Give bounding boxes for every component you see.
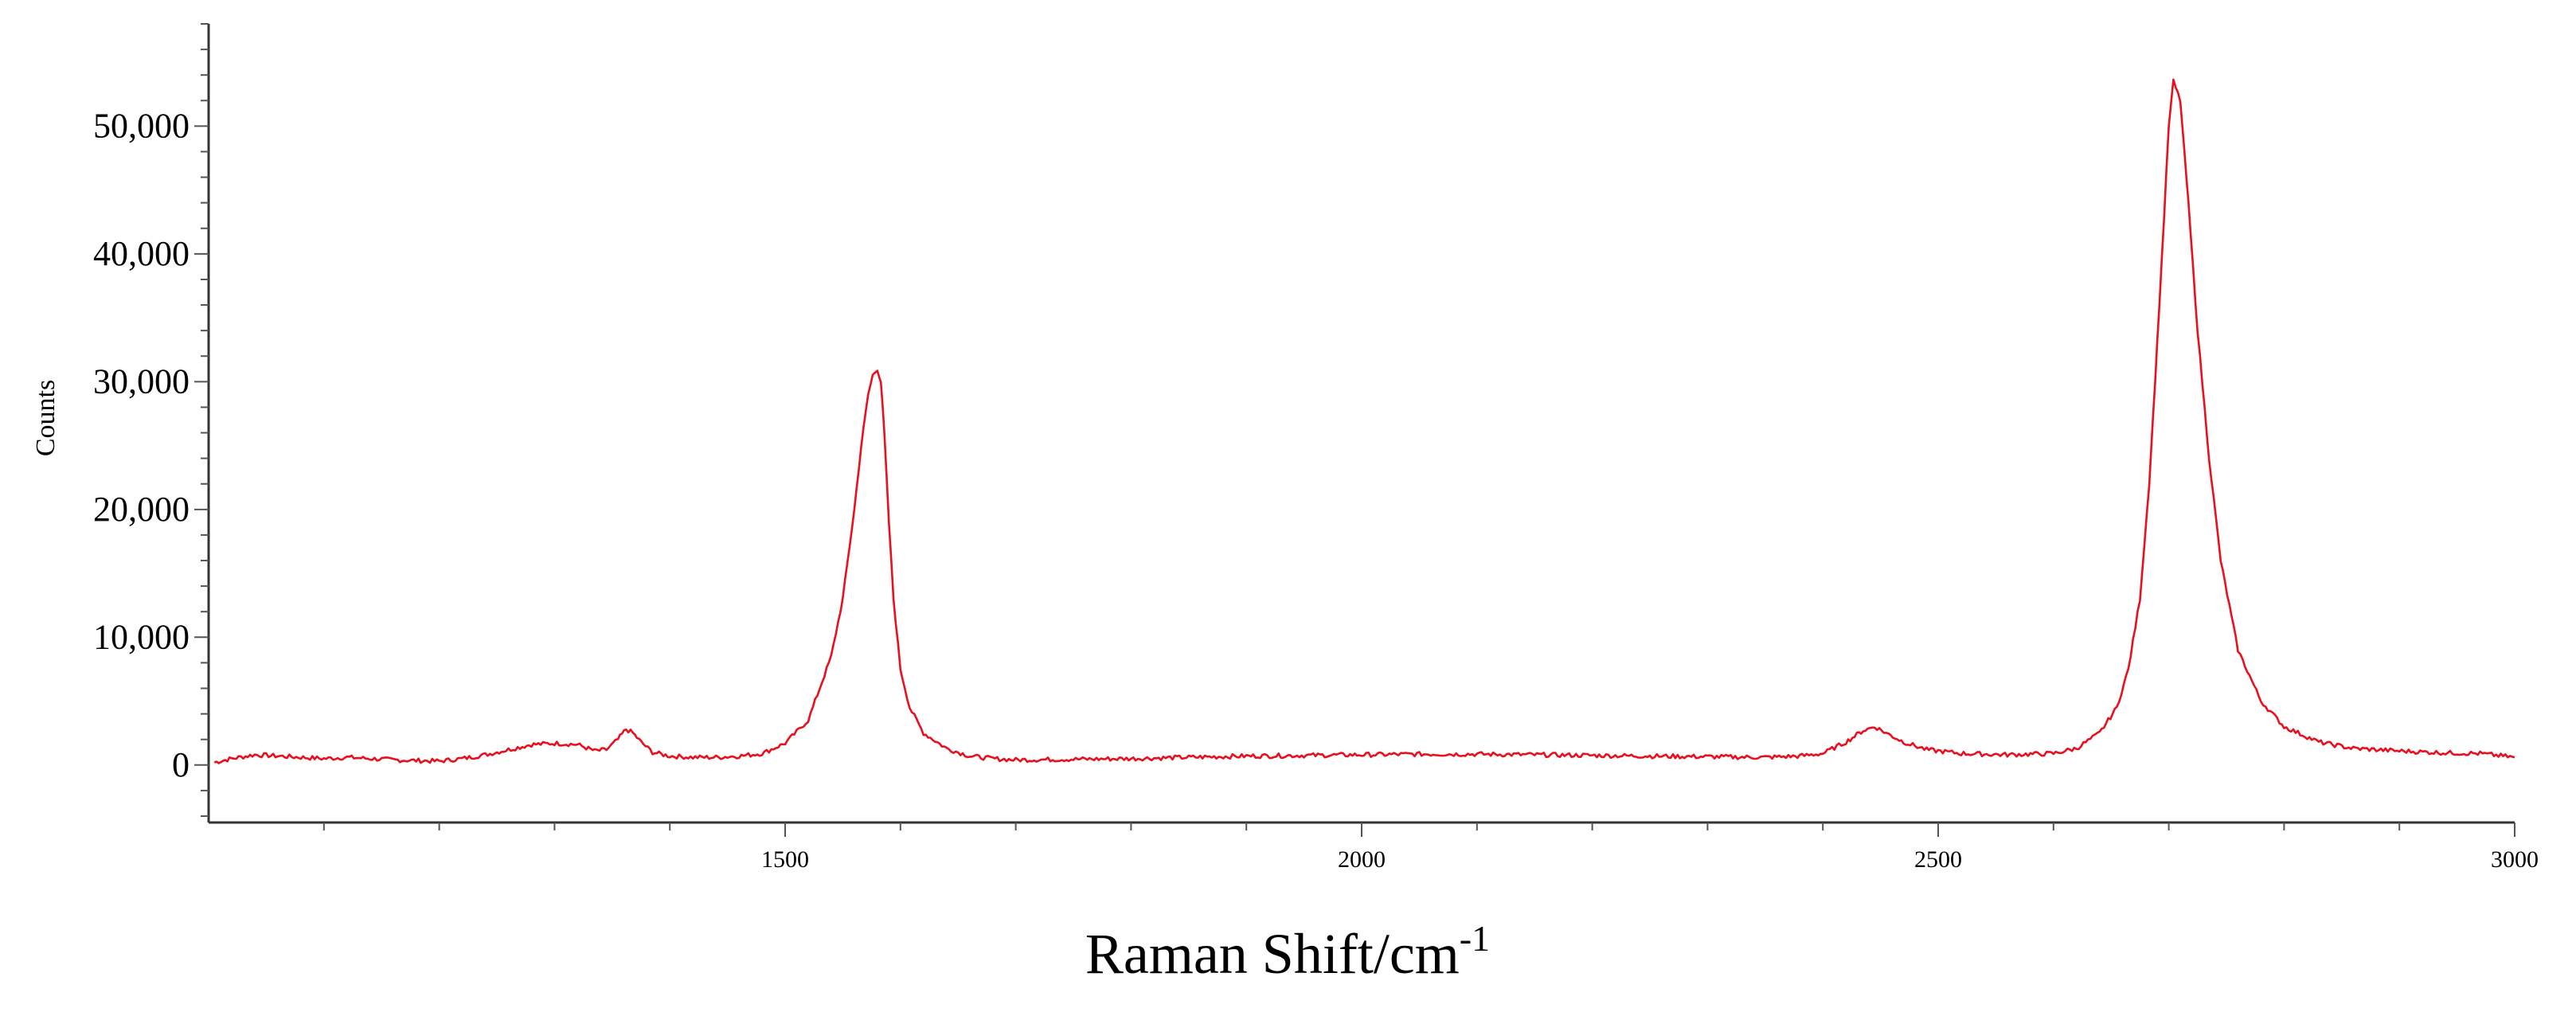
y-tick-label: 30,000 [93,361,190,401]
x-tick-label: 2500 [1914,846,1962,873]
tick-labels: 0 10,000 20,000 30,000 40,000 50,000 1500 2000 2… [93,106,2539,873]
y-tick-label: 50,000 [93,106,190,145]
y-tick-label: 40,000 [93,234,190,273]
x-axis-label-text: Raman Shift/cm [1085,922,1460,986]
x-axis-label: Raman Shift/cm-1 [1085,918,1490,986]
x-axis-label-superscript: -1 [1460,918,1490,959]
x-tick-label: 3000 [2491,846,2539,873]
y-axis-label: Counts [31,380,61,456]
y-tick-label: 10,000 [93,617,190,656]
spectrum-series-line [213,78,2515,764]
y-tick-label: 20,000 [93,490,190,529]
y-tick-label: 0 [172,745,190,784]
series-layer [213,78,2515,764]
ticks [194,23,2515,837]
x-tick-label: 1500 [761,846,809,873]
x-tick-label: 2000 [1338,846,1386,873]
